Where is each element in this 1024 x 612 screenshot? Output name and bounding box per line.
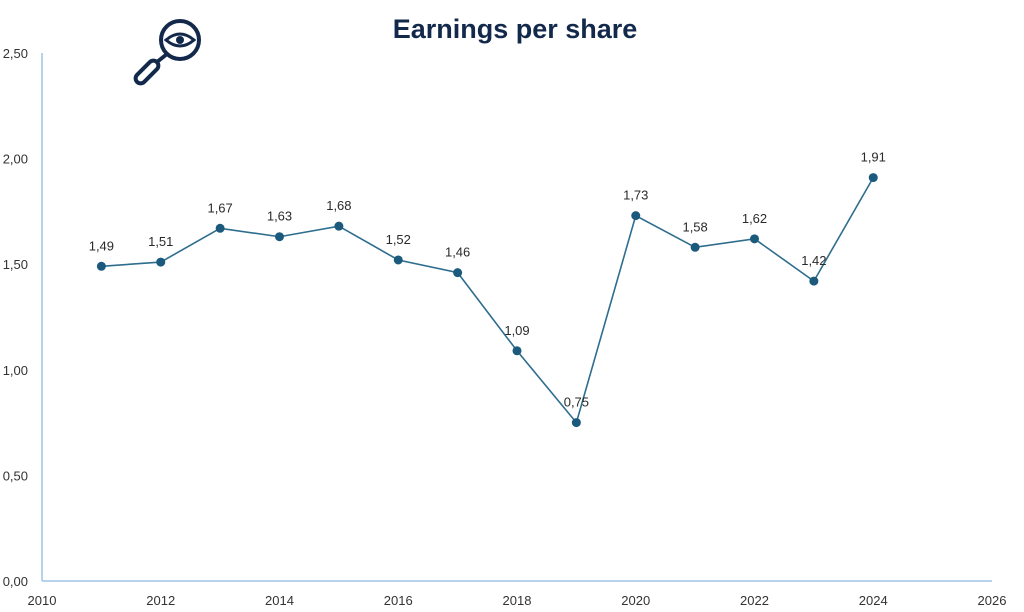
data-label: 1,62: [742, 211, 767, 226]
data-label: 1,51: [148, 234, 173, 249]
x-tick-label: 2020: [621, 593, 650, 608]
data-label: 1,73: [623, 188, 648, 203]
x-tick-label: 2010: [28, 593, 57, 608]
y-tick-label: 1,00: [3, 363, 28, 378]
y-tick-label: 0,00: [3, 574, 28, 589]
data-point: [96, 261, 106, 271]
data-point: [690, 242, 700, 252]
data-point: [809, 276, 819, 286]
data-point: [215, 223, 225, 233]
y-tick-label: 1,50: [3, 257, 28, 272]
data-point: [571, 418, 581, 428]
data-point: [334, 221, 344, 231]
x-tick-label: 2016: [384, 593, 413, 608]
data-point: [275, 232, 284, 242]
y-tick-label: 2,00: [3, 152, 28, 167]
chart-title: Earnings per share: [392, 14, 638, 44]
x-tick-label: 2022: [740, 593, 769, 608]
series-line: [101, 177, 874, 425]
data-point: [631, 211, 641, 221]
x-tick-label: 2024: [859, 593, 888, 608]
data-label: 1,91: [861, 150, 886, 165]
data-point: [393, 255, 403, 265]
data-point: [750, 234, 759, 244]
data-point: [512, 346, 522, 356]
data-label: 1,63: [267, 209, 292, 224]
magnifier-eye-icon: [133, 19, 201, 86]
x-tick-label: 2012: [146, 593, 175, 608]
x-tick-label: 2018: [503, 593, 532, 608]
data-label: 1,49: [89, 238, 114, 253]
data-label: 1,42: [801, 253, 826, 268]
y-tick-label: 2,50: [3, 46, 28, 61]
data-point: [868, 173, 878, 183]
data-label: 1,46: [445, 245, 470, 260]
data-label: 1,09: [504, 323, 529, 338]
x-tick-label: 2026: [978, 593, 1007, 608]
data-label: 0,75: [564, 395, 589, 410]
data-label: 1,68: [326, 198, 351, 213]
data-point: [453, 268, 463, 278]
y-tick-label: 0,50: [3, 468, 28, 483]
data-label: 1,58: [682, 219, 707, 234]
x-tick-label: 2014: [265, 593, 294, 608]
data-label: 1,52: [386, 232, 411, 247]
data-label: 1,67: [207, 200, 232, 215]
data-point: [156, 257, 166, 267]
